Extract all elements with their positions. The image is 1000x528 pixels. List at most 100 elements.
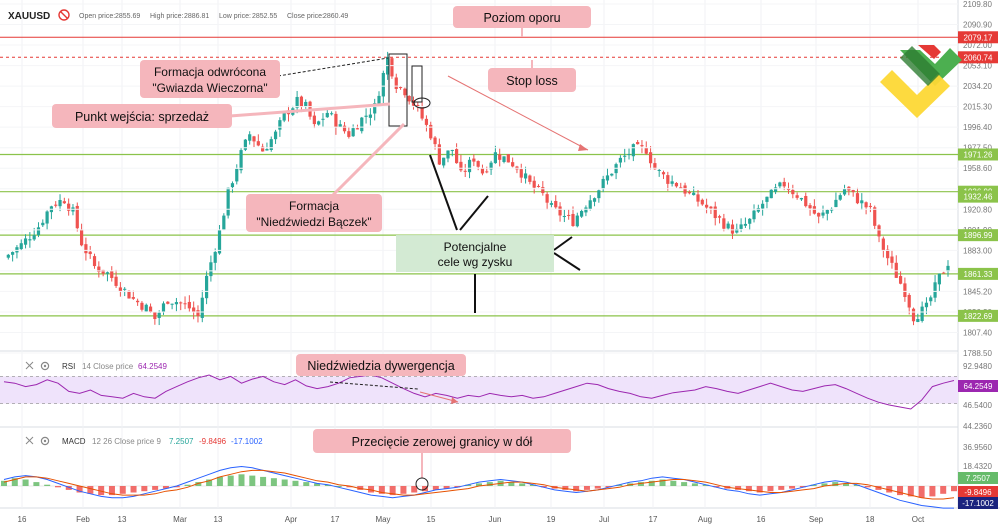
- rsi-settings-icon[interactable]: [40, 361, 50, 371]
- macd-histogram-bar: [76, 486, 83, 493]
- candle-body: [282, 111, 286, 121]
- candle-body: [648, 152, 653, 164]
- macd-histogram-bar: [637, 482, 644, 486]
- macd-histogram-bar: [249, 475, 256, 486]
- candle-body: [144, 304, 148, 312]
- candle-body: [252, 136, 256, 142]
- macd-histogram-bar: [1, 480, 7, 486]
- candle-body: [808, 205, 812, 209]
- candle-body: [480, 168, 485, 174]
- candle-body: [213, 251, 217, 263]
- macd-histogram-bar: [443, 486, 450, 489]
- price-tag-label: 1971.26: [964, 150, 993, 159]
- low-price-label: Low price:: [219, 13, 251, 20]
- candle-body: [183, 303, 187, 305]
- candle-body: [791, 189, 795, 195]
- open-price-label: Open price:: [79, 13, 115, 20]
- candle-body: [640, 145, 644, 147]
- candle-body: [584, 207, 588, 213]
- price-tag: [958, 309, 998, 322]
- rsi-panel: 92.9480 64.2549 46.5400 44.2360: [0, 362, 998, 431]
- candle-body: [523, 173, 528, 179]
- candle-body: [567, 214, 571, 216]
- candle-body: [355, 128, 360, 130]
- candle-body: [446, 150, 450, 159]
- y-tick-label: 1883.00: [963, 246, 992, 255]
- candle-body: [381, 72, 385, 97]
- candle-body: [192, 307, 196, 313]
- macd-value-3: -17.1002: [231, 437, 263, 446]
- macd-histogram-bar: [681, 482, 688, 486]
- macd-histogram-bar: [875, 486, 882, 490]
- candle-body: [467, 159, 472, 173]
- candle-body: [6, 254, 10, 258]
- y-tick-label: 1788.50: [963, 349, 992, 358]
- candle-body: [256, 141, 260, 146]
- candle-body: [118, 287, 122, 292]
- x-tick-label: Feb: [76, 515, 90, 524]
- symbol-label[interactable]: XAUUSD: [8, 11, 50, 22]
- x-tick-label: 16: [18, 515, 27, 524]
- candle-body: [773, 187, 778, 192]
- candle-body: [123, 288, 127, 290]
- candle-body: [140, 302, 144, 310]
- candle-body: [735, 228, 739, 233]
- candle-body: [549, 203, 554, 205]
- time-axis: 16 Feb 13 Mar 13 Apr 17 May 15 Jun 19 Jul 17 Aug 16 Sep…: [18, 515, 925, 524]
- harami-box: [411, 65, 423, 103]
- candle-body: [498, 154, 502, 160]
- candle-body: [476, 161, 480, 167]
- candle-body: [519, 169, 523, 178]
- macd-histogram-bar: [886, 486, 893, 493]
- candle-body: [743, 223, 748, 226]
- macd-cross-text: Przecięcie zerowej granicy w dół: [352, 435, 533, 449]
- macd-histogram-bar: [789, 486, 796, 489]
- macd-panel: 36.9560 18.4320 7.2507 -9.8496 -17.1002: [0, 443, 998, 509]
- low-price-value: 2852.55: [252, 13, 277, 20]
- candle-body: [592, 198, 597, 202]
- macd-settings-icon[interactable]: [40, 436, 50, 446]
- evening-star-callout: [140, 60, 280, 98]
- macd-histogram-bar: [292, 480, 299, 486]
- candle-body: [222, 215, 226, 231]
- y-tick-label: 2090.90: [963, 21, 992, 30]
- candle-body: [748, 218, 752, 224]
- macd-histogram-bar: [508, 482, 515, 486]
- macd-histogram-bar: [918, 486, 925, 498]
- candle-body: [623, 155, 627, 157]
- candle-body: [554, 200, 558, 208]
- macd-histogram-bar: [799, 486, 806, 488]
- candle-body: [373, 103, 377, 114]
- no-entry-icon[interactable]: [58, 9, 70, 21]
- candle-body: [377, 95, 381, 105]
- price-tag: [958, 229, 998, 242]
- candle-body: [148, 306, 153, 313]
- rsi-value: 64.2549: [138, 362, 167, 371]
- candle-body: [261, 146, 265, 152]
- candle-body: [782, 181, 786, 187]
- candle-body: [179, 302, 183, 304]
- macd-histogram-bar: [476, 483, 482, 486]
- rsi-close-icon[interactable]: [25, 361, 34, 370]
- candle-body: [157, 312, 161, 318]
- x-tick-label: Sep: [809, 515, 824, 524]
- price-tag-label: 1932.46: [964, 193, 993, 202]
- signal-line: [3, 469, 955, 500]
- candle-body: [45, 211, 49, 224]
- candle-body: [575, 215, 579, 227]
- candle-body: [394, 77, 398, 89]
- high-price-label: High price:: [150, 13, 184, 20]
- candle-body: [209, 262, 213, 277]
- candle-body: [571, 213, 575, 226]
- candle-body: [36, 227, 41, 235]
- candle-body: [937, 273, 941, 285]
- candle-body: [666, 175, 670, 184]
- candle-body: [924, 302, 929, 308]
- macd-name: MACD: [62, 437, 86, 446]
- macd-histogram-bar: [195, 482, 202, 486]
- macd-histogram-bar: [44, 484, 51, 486]
- candle-body: [217, 230, 222, 254]
- macd-close-icon[interactable]: [25, 436, 34, 445]
- candle-body: [19, 243, 23, 250]
